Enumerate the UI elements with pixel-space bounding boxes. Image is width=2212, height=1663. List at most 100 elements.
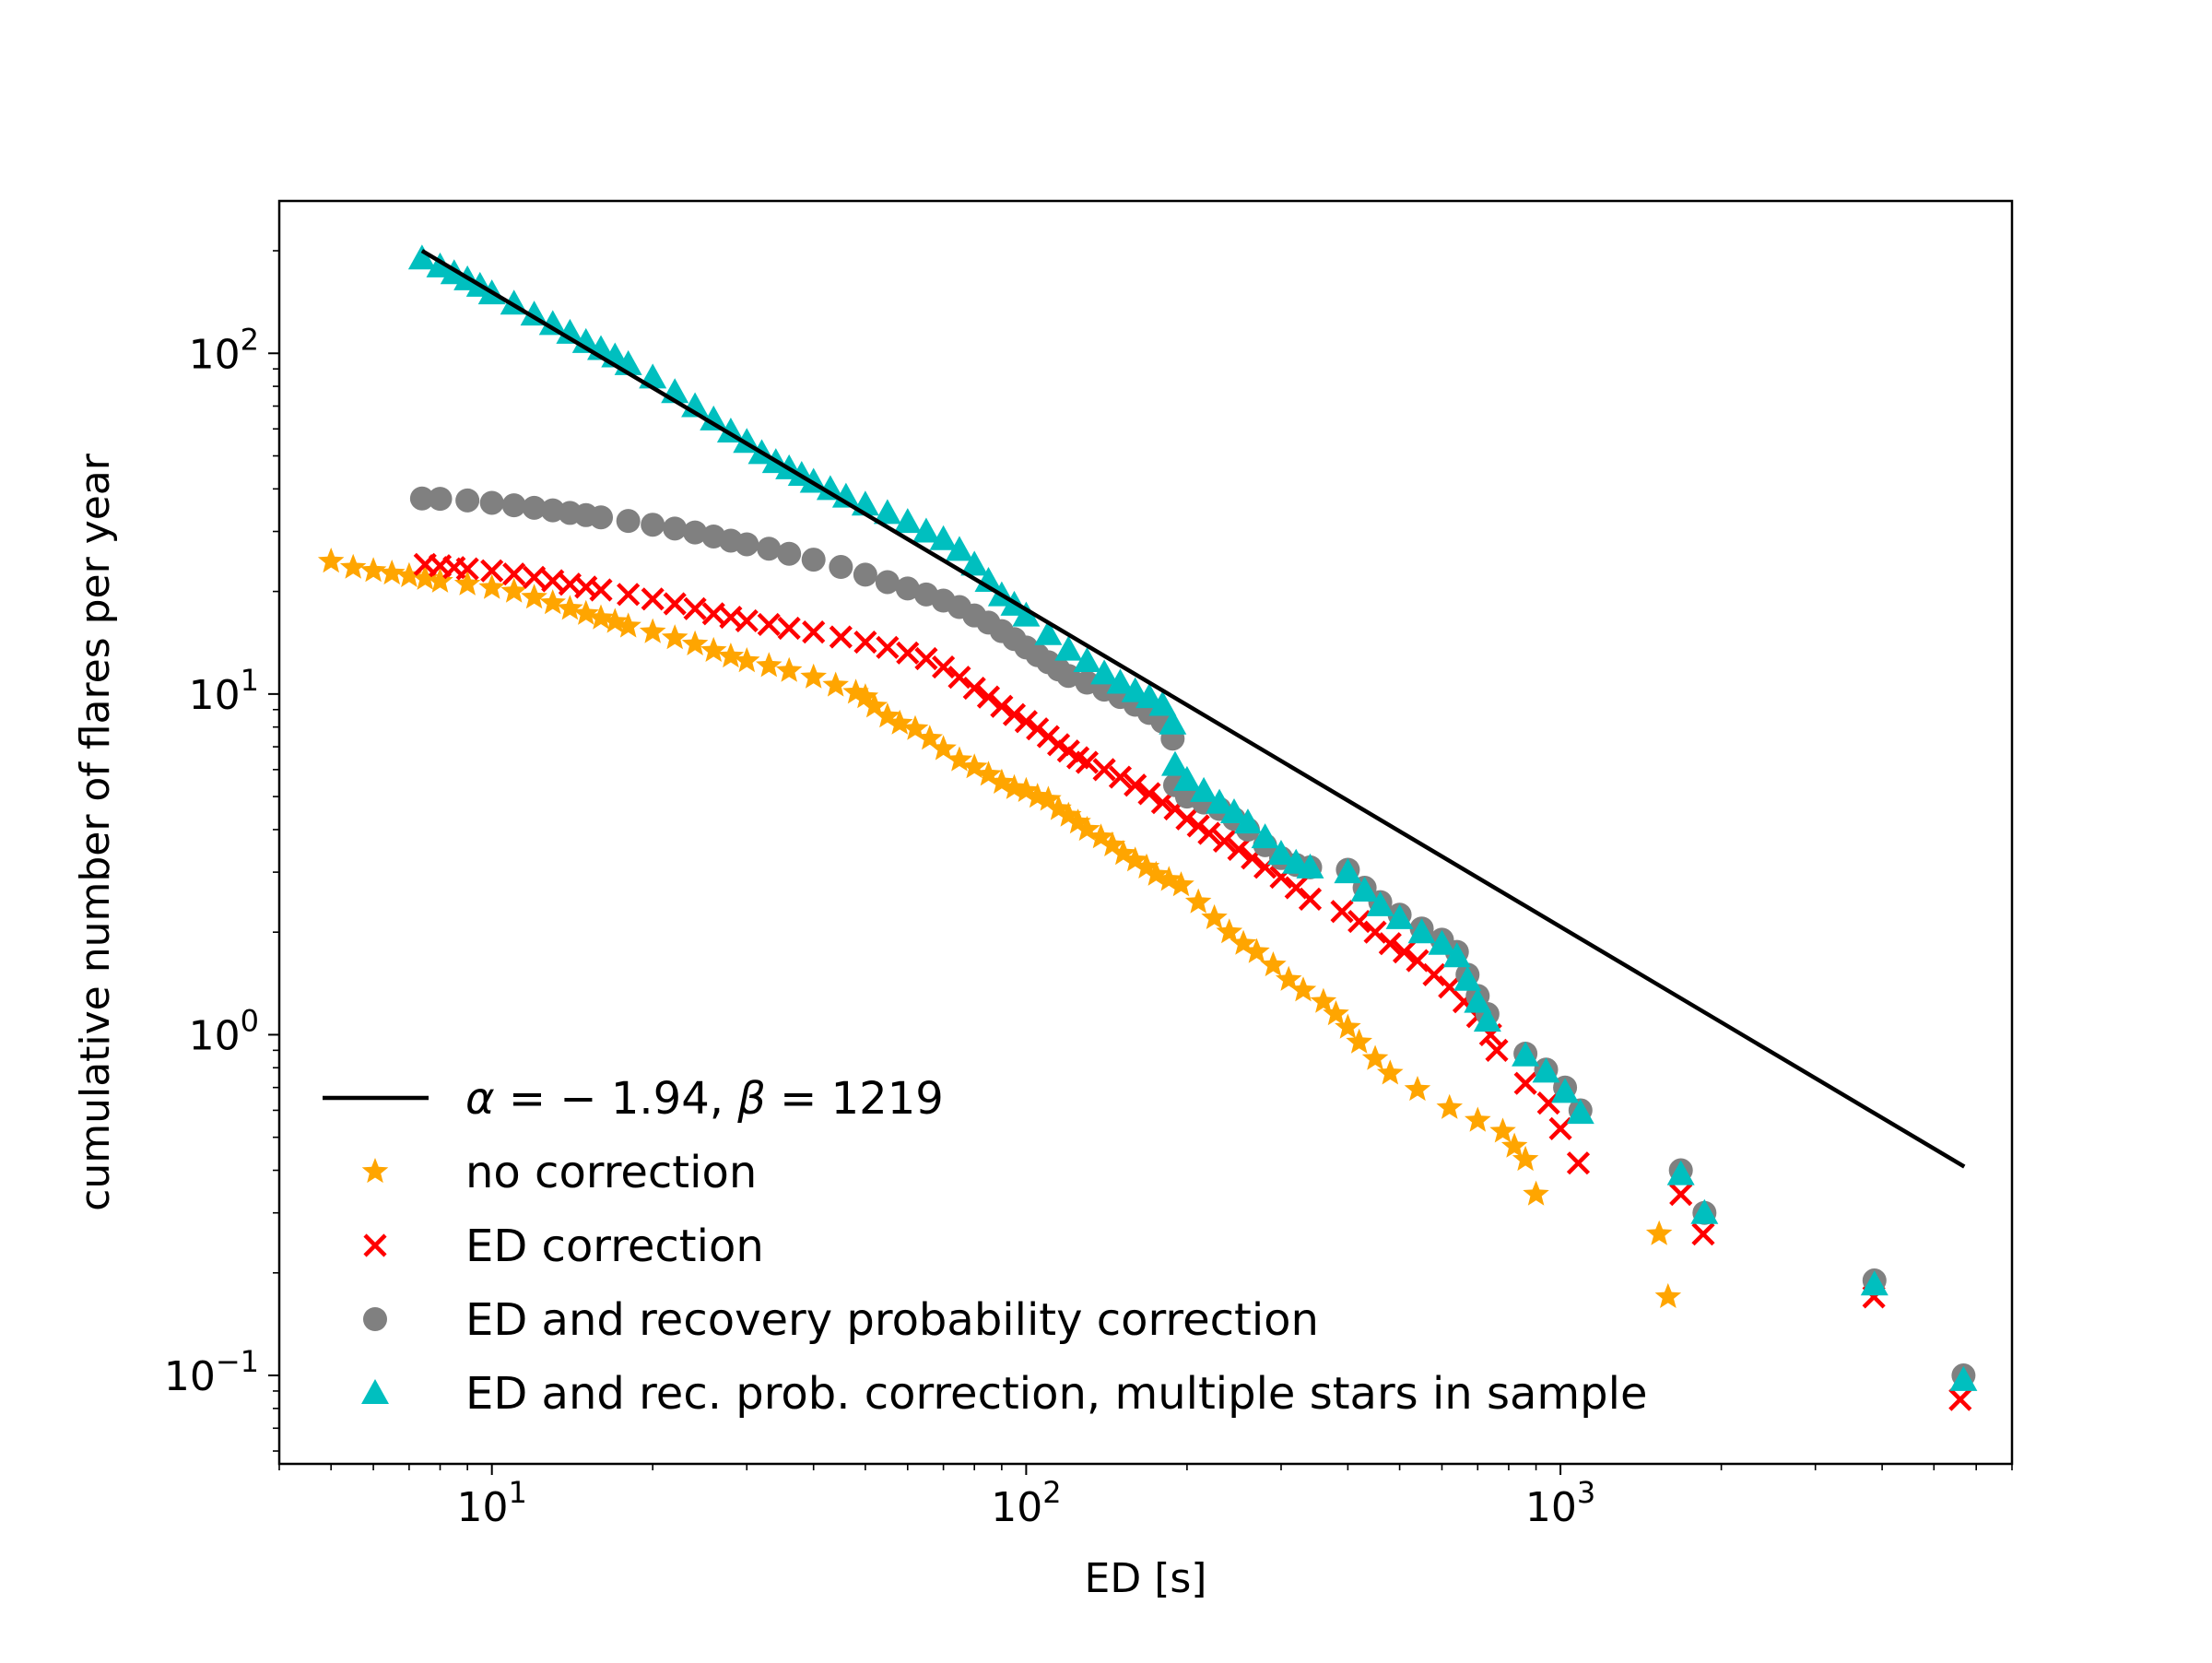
- data-point-x: [1548, 1116, 1572, 1140]
- data-point-star: [946, 746, 973, 772]
- y-tick-label: 10−1: [164, 1344, 259, 1400]
- data-point-triangle: [1121, 677, 1149, 702]
- legend-label-fit: α = − 1.94, β = 1219: [465, 1073, 944, 1125]
- data-point-star: [557, 595, 583, 620]
- x-axis-label: ED [s]: [1085, 1555, 1207, 1602]
- data-point-circle: [616, 509, 641, 534]
- data-point-triangle: [1233, 808, 1262, 834]
- data-point-circle: [455, 488, 480, 513]
- data-point-x: [896, 641, 920, 665]
- data-point-triangle: [1350, 877, 1379, 902]
- data-point-triangle: [1512, 1041, 1540, 1067]
- data-point-star: [901, 714, 929, 740]
- data-point-triangle: [960, 550, 989, 576]
- data-point-star: [339, 553, 367, 579]
- data-point-x: [853, 630, 877, 655]
- data-point-star: [1088, 823, 1114, 849]
- data-point-star: [1523, 1180, 1549, 1206]
- data-point-star: [1310, 987, 1337, 1013]
- data-point-x: [757, 612, 781, 637]
- data-point-triangle: [1073, 647, 1101, 673]
- data-point-triangle: [1135, 683, 1163, 709]
- data-point-star: [1404, 1076, 1431, 1102]
- data-point-star: [1110, 840, 1137, 866]
- data-point-star: [775, 656, 803, 682]
- data-point-x: [541, 569, 565, 593]
- data-point-triangle: [700, 405, 728, 430]
- data-point-star: [395, 561, 423, 587]
- data-point-triangle: [1090, 659, 1119, 685]
- data-point-star: [1260, 951, 1287, 977]
- data-point-x: [1092, 758, 1116, 782]
- data-point-triangle: [945, 536, 973, 561]
- data-point-triangle: [1266, 840, 1295, 866]
- data-point-x: [802, 620, 826, 644]
- data-point-triangle: [1566, 1099, 1594, 1125]
- data-point-x: [829, 625, 853, 649]
- data-point-star: [521, 584, 547, 609]
- data-point-triangle: [912, 517, 940, 543]
- data-point-x: [1186, 814, 1210, 838]
- legend-swatch-circle: [363, 1307, 387, 1331]
- data-point-circle: [479, 490, 504, 515]
- data-point-star: [1335, 1013, 1361, 1039]
- data-point-x: [1014, 710, 1038, 734]
- data-point-star: [500, 577, 527, 603]
- data-point-triangle: [1012, 601, 1041, 627]
- data-point-star: [1201, 903, 1228, 929]
- data-point-star: [602, 607, 629, 633]
- data-point-triangle: [1251, 823, 1279, 849]
- legend-label-star: no correction: [465, 1147, 757, 1198]
- data-point-x: [617, 583, 641, 607]
- data-point-triangle: [1532, 1057, 1560, 1083]
- data-point-star: [1074, 815, 1100, 842]
- data-point-star: [427, 567, 453, 593]
- data-point-x: [522, 565, 547, 589]
- data-point-star: [661, 624, 688, 650]
- data-point-x: [947, 666, 971, 690]
- data-point-triangle: [1106, 668, 1135, 694]
- data-point-star: [842, 678, 869, 704]
- y-tick-label: 102: [189, 322, 259, 378]
- data-point-triangle: [1453, 965, 1482, 991]
- data-point-x: [1026, 717, 1050, 741]
- data-point-x: [1330, 900, 1354, 924]
- data-point-triangle: [1160, 750, 1189, 776]
- data-point-triangle: [1442, 942, 1471, 968]
- data-point-star: [1465, 1106, 1491, 1132]
- data-point-triangle: [929, 525, 958, 550]
- x-tick-label: 101: [457, 1475, 527, 1531]
- data-point-circle: [663, 516, 688, 541]
- data-point-x: [1378, 932, 1402, 956]
- data-point-star: [930, 735, 957, 761]
- data-point-star: [1436, 1093, 1463, 1119]
- data-point-star: [639, 618, 666, 643]
- data-point-x: [1108, 765, 1133, 789]
- data-point-triangle: [1407, 918, 1436, 944]
- data-point-star: [572, 599, 599, 625]
- data-point-star: [1168, 871, 1194, 897]
- data-point-x: [1948, 1387, 1972, 1411]
- data-point-triangle: [873, 499, 901, 525]
- data-point-x: [641, 587, 665, 611]
- data-point-x: [1566, 1151, 1591, 1175]
- data-point-triangle: [893, 508, 922, 534]
- data-point-star: [1230, 929, 1257, 955]
- data-point-circle: [777, 541, 802, 566]
- data-point-triangle: [1666, 1160, 1695, 1185]
- x-tick-label: 102: [991, 1475, 1061, 1531]
- data-point-triangle: [1860, 1270, 1888, 1296]
- data-point-star: [1289, 976, 1317, 1002]
- plot-area-frame: [277, 199, 2014, 1466]
- data-point-x: [683, 596, 707, 620]
- data-point-x: [1363, 920, 1387, 944]
- data-point-star: [1243, 938, 1270, 963]
- data-point-star: [874, 702, 901, 728]
- data-point-x: [663, 592, 687, 616]
- data-point-x: [1392, 940, 1417, 964]
- data-point-star: [615, 612, 641, 638]
- data-point-triangle: [426, 252, 454, 277]
- legend-swatch-star: [361, 1158, 389, 1184]
- data-point-x: [990, 694, 1014, 718]
- data-point-star: [1184, 888, 1212, 914]
